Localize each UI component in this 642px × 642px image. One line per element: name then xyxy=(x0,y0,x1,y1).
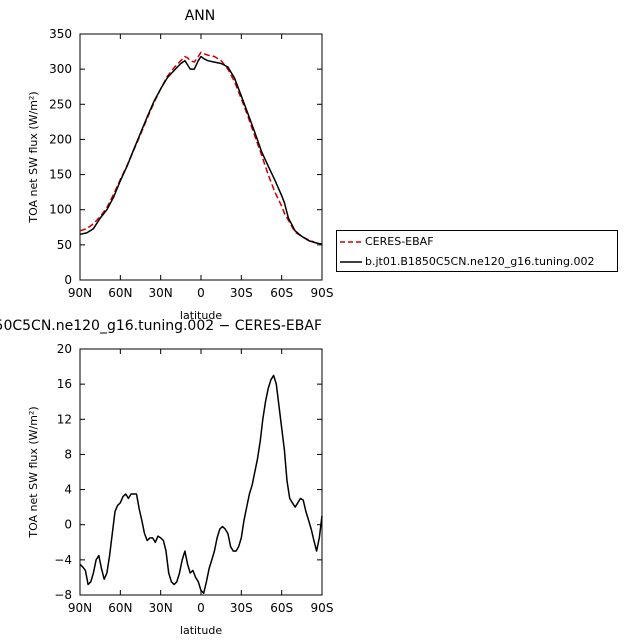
bottom-y-tick-label: −8 xyxy=(54,588,72,602)
bottom-y-axis: −8 −4 0 4 8 12 16 20 xyxy=(54,342,322,602)
bottom-x-tick-label: 0 xyxy=(197,601,205,615)
top-y-tick-label: 350 xyxy=(49,27,72,41)
top-x-axis-label: latitude xyxy=(180,309,222,322)
bottom-y-tick-label: 4 xyxy=(64,483,72,497)
legend-item-model: b.jt01.B1850C5CN.ne120_g16.tuning.002 xyxy=(337,252,617,272)
top-y-tick-label: 50 xyxy=(57,238,72,252)
legend-label-model: b.jt01.B1850C5CN.ne120_g16.tuning.002 xyxy=(365,255,595,268)
top-x-tick-label: 90S xyxy=(311,286,334,300)
top-y-tick-label: 300 xyxy=(49,62,72,76)
bottom-x-axis: 90N 60N 30N 0 30S 60S 90S xyxy=(68,349,334,615)
bottom-y-axis-label: TOA net SW flux (W/m²) xyxy=(27,406,40,538)
top-x-tick-label: 0 xyxy=(197,286,205,300)
legend-label-ceres: CERES-EBAF xyxy=(365,235,434,248)
top-y-tick-label: 0 xyxy=(64,273,72,287)
top-x-tick-label: 30N xyxy=(149,286,173,300)
bottom-y-tick-label: 8 xyxy=(64,447,72,461)
bottom-x-tick-label: 30N xyxy=(149,601,173,615)
top-x-tick-label: 60N xyxy=(108,286,132,300)
legend-swatch-solid-black xyxy=(340,261,362,263)
top-series-line-1 xyxy=(79,55,323,245)
top-y-tick-label: 100 xyxy=(49,203,72,217)
bottom-x-tick-label: 60S xyxy=(270,601,293,615)
top-x-tick-label: 60S xyxy=(270,286,293,300)
bottom-x-axis-label: latitude xyxy=(180,624,222,637)
bottom-x-tick-label: 90S xyxy=(311,601,334,615)
top-y-tick-label: 250 xyxy=(49,97,72,111)
bottom-y-tick-label: 0 xyxy=(64,518,72,532)
top-series-line-0 xyxy=(79,51,323,245)
bottom-x-tick-label: 30S xyxy=(230,601,253,615)
top-x-tick-label: 90N xyxy=(68,286,92,300)
bottom-title: b.jt01.B1850C5CN.ne120_g16.tuning.002 − … xyxy=(0,318,322,334)
bottom-panel: b.jt01.B1850C5CN.ne120_g16.tuning.002 − … xyxy=(0,318,333,637)
bottom-y-tick-label: 16 xyxy=(57,377,72,391)
legend-swatch-dashed-red xyxy=(340,241,362,243)
bottom-y-tick-label: −4 xyxy=(54,553,72,567)
bottom-x-tick-label: 90N xyxy=(68,601,92,615)
top-panel: ANN 0 50 100 150 200 250 300 350 90N 60N 30N 0 30S 6… xyxy=(27,8,333,322)
bottom-series-group xyxy=(79,374,323,594)
top-y-axis-label: TOA net SW flux (W/m²) xyxy=(27,91,40,223)
top-plot-frame xyxy=(79,33,323,281)
top-y-axis: 0 50 100 150 200 250 300 350 xyxy=(49,27,322,287)
top-x-axis: 90N 60N 30N 0 30S 60S 90S xyxy=(68,34,334,300)
bottom-y-tick-label: 12 xyxy=(57,412,72,426)
top-y-tick-label: 150 xyxy=(49,168,72,182)
legend-item-ceres: CERES-EBAF xyxy=(337,232,617,252)
top-series-group xyxy=(79,51,323,245)
top-legend: CERES-EBAF b.jt01.B1850C5CN.ne120_g16.tu… xyxy=(336,230,618,272)
bottom-y-tick-label: 20 xyxy=(57,342,72,356)
bottom-x-tick-label: 60N xyxy=(108,601,132,615)
top-y-tick-label: 200 xyxy=(49,132,72,146)
top-title: ANN xyxy=(185,8,216,24)
top-x-tick-label: 30S xyxy=(230,286,253,300)
bottom-series-line-0 xyxy=(79,374,323,594)
